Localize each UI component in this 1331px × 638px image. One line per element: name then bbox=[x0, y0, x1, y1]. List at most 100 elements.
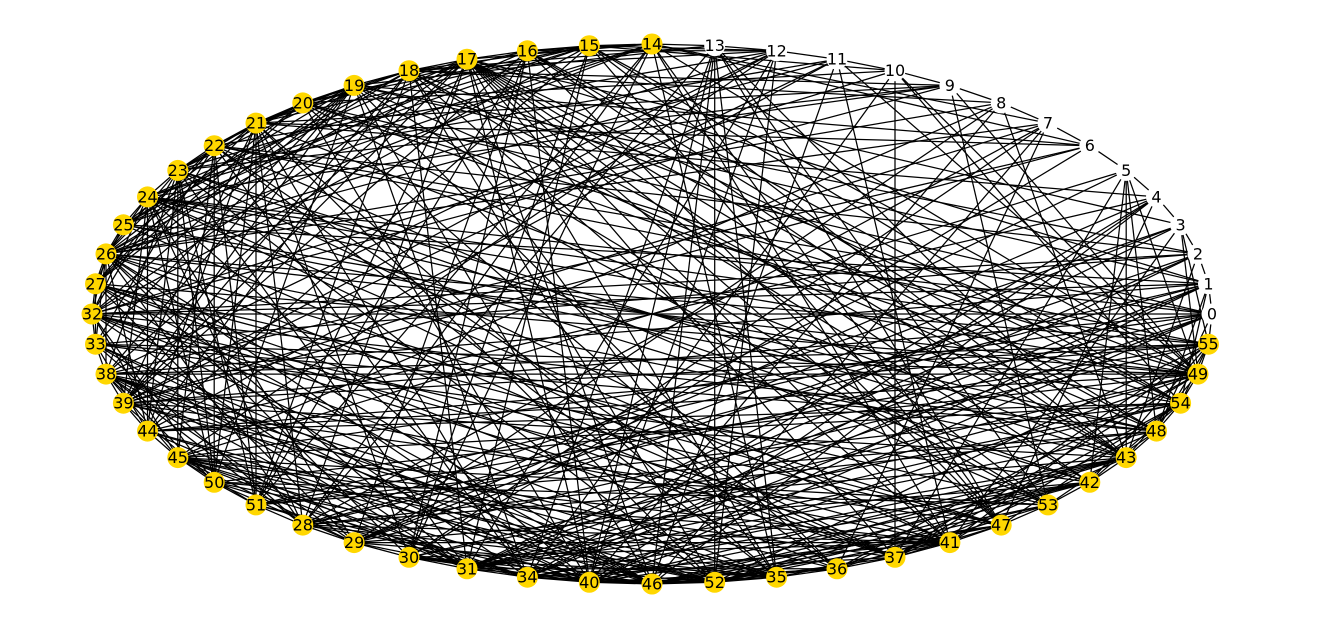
node-21: 21 bbox=[245, 112, 267, 134]
node-marker-45 bbox=[167, 447, 189, 469]
node-label-6: 6 bbox=[1085, 136, 1095, 155]
node-5: 5 bbox=[1115, 159, 1137, 181]
node-marker-29 bbox=[343, 532, 365, 554]
node-label-28: 28 bbox=[293, 516, 313, 535]
edge-18-49 bbox=[408, 70, 1199, 375]
edge-14-24 bbox=[147, 43, 653, 198]
edge-41-55 bbox=[949, 343, 1209, 544]
edge-21-52 bbox=[255, 122, 716, 583]
node-marker-26 bbox=[95, 243, 117, 265]
node-18: 18 bbox=[398, 60, 420, 82]
edge-32-47 bbox=[91, 313, 1002, 526]
edge-7-14 bbox=[651, 43, 1049, 124]
edge-8-40 bbox=[588, 102, 1002, 583]
edge-20-40 bbox=[302, 102, 590, 583]
node-label-48: 48 bbox=[1146, 422, 1166, 441]
node-2: 2 bbox=[1187, 243, 1209, 265]
edge-12-26 bbox=[105, 50, 777, 255]
node-55: 55 bbox=[1198, 333, 1219, 355]
edge-15-49 bbox=[589, 45, 1199, 375]
node-30: 30 bbox=[398, 546, 420, 568]
edge-2-19 bbox=[353, 84, 1199, 255]
node-label-18: 18 bbox=[399, 61, 419, 80]
edge-34-42 bbox=[527, 481, 1090, 578]
edge-30-54 bbox=[408, 402, 1181, 558]
node-marker-47 bbox=[990, 514, 1012, 536]
node-marker-11 bbox=[826, 48, 848, 70]
node-47: 47 bbox=[990, 514, 1012, 536]
edge-27-49 bbox=[95, 283, 1199, 375]
node-label-54: 54 bbox=[1170, 394, 1190, 413]
edge-23-50 bbox=[177, 170, 215, 483]
edge-8-45 bbox=[177, 102, 1002, 459]
edge-44-31 bbox=[147, 430, 468, 570]
edge-21-50 bbox=[213, 123, 257, 483]
node-38: 38 bbox=[95, 363, 117, 385]
edge-22-45 bbox=[177, 145, 215, 458]
node-marker-6 bbox=[1079, 135, 1101, 157]
edge-22-55 bbox=[214, 145, 1209, 345]
node-label-32: 32 bbox=[82, 305, 102, 324]
node-label-7: 7 bbox=[1043, 114, 1053, 133]
node-marker-14 bbox=[641, 33, 663, 55]
node-42: 42 bbox=[1079, 471, 1101, 493]
node-marker-40 bbox=[578, 571, 600, 593]
node-label-47: 47 bbox=[991, 516, 1011, 535]
edge-52-43 bbox=[714, 457, 1127, 583]
node-13: 13 bbox=[704, 35, 726, 57]
node-marker-43 bbox=[1115, 447, 1137, 469]
edge-44-54 bbox=[147, 402, 1181, 432]
edge-28-48 bbox=[302, 430, 1157, 526]
node-label-20: 20 bbox=[293, 93, 313, 112]
edge-33-42 bbox=[95, 343, 1090, 483]
edge-22-35 bbox=[213, 145, 777, 578]
edge-15-54 bbox=[588, 45, 1181, 404]
node-45: 45 bbox=[167, 447, 189, 469]
node-26: 26 bbox=[95, 243, 117, 265]
node-54: 54 bbox=[1170, 392, 1192, 414]
node-label-39: 39 bbox=[113, 394, 133, 413]
edge-13-28 bbox=[302, 45, 716, 526]
edge-52-42 bbox=[714, 481, 1090, 583]
node-14: 14 bbox=[641, 33, 663, 55]
edge-26-55 bbox=[105, 253, 1209, 345]
edge-17-48 bbox=[466, 58, 1157, 432]
node-marker-31 bbox=[456, 558, 478, 580]
edge-22-51 bbox=[213, 145, 257, 505]
edge-21-44 bbox=[146, 122, 257, 432]
node-marker-20 bbox=[292, 92, 314, 114]
node-label-15: 15 bbox=[579, 36, 599, 55]
node-label-27: 27 bbox=[85, 274, 105, 293]
edge-46-42 bbox=[651, 481, 1090, 585]
edge-26-33 bbox=[94, 253, 107, 345]
edge-10-49 bbox=[894, 70, 1199, 375]
edge-27-36 bbox=[95, 283, 838, 570]
node-label-49: 49 bbox=[1188, 365, 1208, 384]
node-label-17: 17 bbox=[457, 50, 477, 69]
node-39: 39 bbox=[112, 392, 134, 414]
node-36: 36 bbox=[826, 558, 848, 580]
node-marker-30 bbox=[398, 546, 420, 568]
edge-9-21 bbox=[255, 84, 950, 124]
edge-31-54 bbox=[466, 402, 1181, 570]
node-marker-3 bbox=[1170, 214, 1192, 236]
node-41: 41 bbox=[939, 532, 961, 554]
node-marker-50 bbox=[203, 471, 225, 493]
edge-38-45 bbox=[105, 373, 179, 459]
node-19: 19 bbox=[343, 74, 365, 96]
edge-24-49 bbox=[147, 196, 1199, 375]
edge-45-37 bbox=[177, 456, 896, 558]
edge-33-48 bbox=[95, 343, 1157, 432]
edge-2-33 bbox=[95, 253, 1199, 345]
edge-38-28 bbox=[105, 373, 304, 526]
edge-24-42 bbox=[147, 196, 1090, 483]
edge-6-14 bbox=[651, 43, 1090, 147]
node-46: 46 bbox=[641, 573, 663, 595]
edge-27-34 bbox=[95, 283, 528, 578]
edge-42-55 bbox=[1089, 343, 1209, 483]
edge-15-31 bbox=[466, 45, 590, 569]
edge-27-53 bbox=[95, 283, 1049, 506]
node-marker-54 bbox=[1170, 392, 1192, 414]
node-17: 17 bbox=[456, 48, 478, 70]
